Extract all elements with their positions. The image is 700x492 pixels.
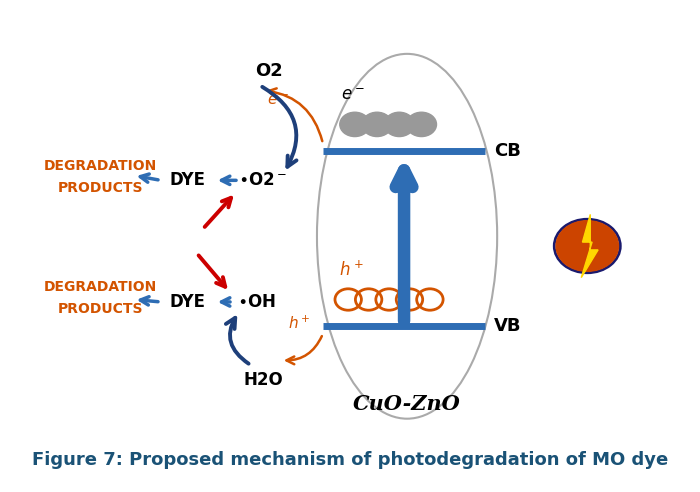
FancyArrowPatch shape xyxy=(286,336,322,364)
Text: CuO-ZnO: CuO-ZnO xyxy=(354,394,461,414)
Text: PRODUCTS: PRODUCTS xyxy=(58,302,144,316)
Text: H2O: H2O xyxy=(243,371,283,389)
Text: $e^-$: $e^-$ xyxy=(267,92,289,108)
Circle shape xyxy=(407,112,437,137)
FancyArrowPatch shape xyxy=(226,318,248,364)
Text: $\bullet$OH: $\bullet$OH xyxy=(237,293,276,311)
Text: PRODUCTS: PRODUCTS xyxy=(58,181,144,195)
FancyArrowPatch shape xyxy=(268,89,322,141)
Circle shape xyxy=(340,112,370,137)
Text: CB: CB xyxy=(494,142,521,160)
Text: O2: O2 xyxy=(255,62,283,80)
Text: $\bullet$O2$^-$: $\bullet$O2$^-$ xyxy=(239,171,288,189)
Text: DYE: DYE xyxy=(170,293,206,311)
Text: VB: VB xyxy=(494,317,522,335)
FancyArrowPatch shape xyxy=(262,87,297,167)
Text: $e^-$: $e^-$ xyxy=(341,86,365,104)
Ellipse shape xyxy=(317,54,497,419)
Polygon shape xyxy=(581,215,598,277)
Text: DYE: DYE xyxy=(170,171,206,189)
Text: $h^+$: $h^+$ xyxy=(288,315,310,333)
Text: Figure 7: Proposed mechanism of photodegradation of MO dye: Figure 7: Proposed mechanism of photodeg… xyxy=(32,451,668,469)
Text: DEGRADATION: DEGRADATION xyxy=(44,159,158,173)
Circle shape xyxy=(362,112,392,137)
Circle shape xyxy=(556,221,619,271)
Circle shape xyxy=(384,112,414,137)
Text: DEGRADATION: DEGRADATION xyxy=(44,280,158,294)
Text: $h^+$: $h^+$ xyxy=(339,261,363,280)
